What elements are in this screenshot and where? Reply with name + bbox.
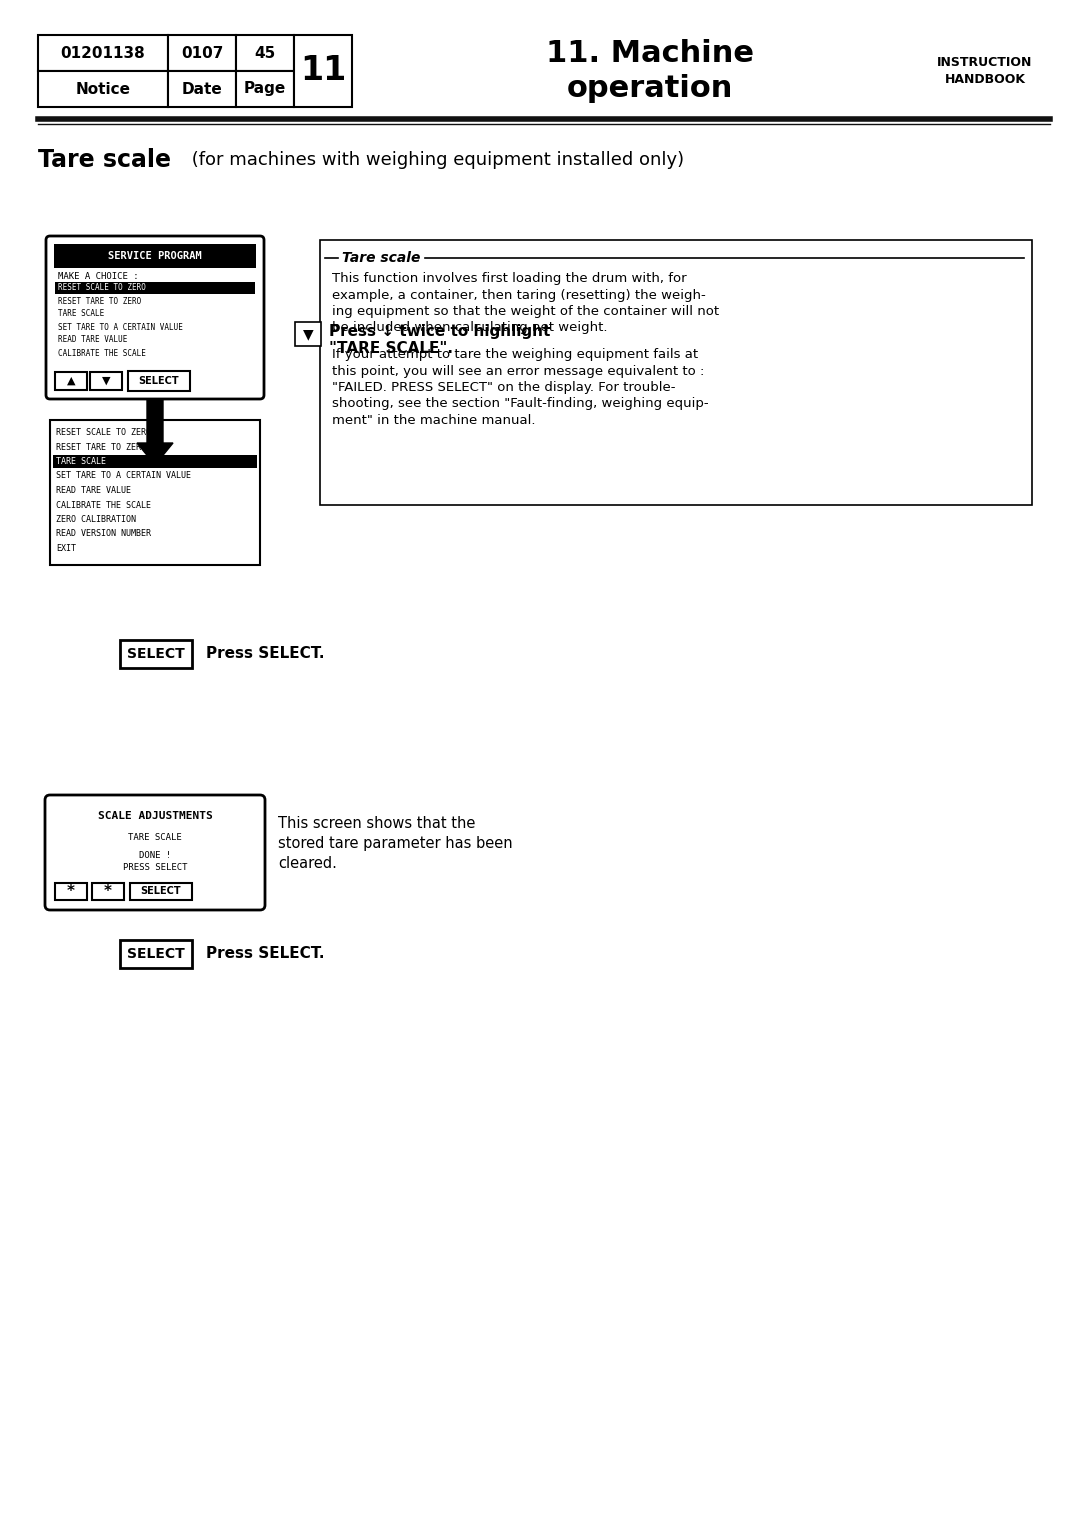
Text: ▲: ▲ <box>67 376 76 387</box>
Bar <box>92 883 124 900</box>
Bar <box>168 35 237 70</box>
Bar <box>168 70 237 107</box>
Text: Tare scale: Tare scale <box>38 148 171 173</box>
Text: SELECT: SELECT <box>127 947 185 961</box>
Bar <box>55 883 87 900</box>
Bar <box>129 371 190 391</box>
Text: PRESS SELECT: PRESS SELECT <box>123 863 187 872</box>
Text: EXIT: EXIT <box>56 544 76 553</box>
Text: If your attempt to tare the weighing equipment fails at: If your attempt to tare the weighing equ… <box>332 348 698 361</box>
Text: READ TARE VALUE: READ TARE VALUE <box>58 336 127 344</box>
Text: 0107: 0107 <box>180 46 224 61</box>
Text: SET TARE TO A CERTAIN VALUE: SET TARE TO A CERTAIN VALUE <box>58 322 183 332</box>
Text: DONE !: DONE ! <box>139 851 171 859</box>
Text: CALIBRATE THE SCALE: CALIBRATE THE SCALE <box>56 501 151 509</box>
Text: RESET SCALE TO ZERO: RESET SCALE TO ZERO <box>58 284 146 292</box>
Text: Notice: Notice <box>76 81 131 96</box>
Text: READ TARE VALUE: READ TARE VALUE <box>56 486 131 495</box>
Text: TARE SCALE: TARE SCALE <box>58 310 105 318</box>
Text: 11: 11 <box>300 55 346 87</box>
Text: "FAILED. PRESS SELECT" on the display. For trouble-: "FAILED. PRESS SELECT" on the display. F… <box>332 380 675 394</box>
Text: TARE SCALE: TARE SCALE <box>129 833 181 842</box>
Text: ing equipment so that the weight of the container will not: ing equipment so that the weight of the … <box>332 306 719 318</box>
Text: Press ↓ twice to highlight: Press ↓ twice to highlight <box>329 324 551 339</box>
Text: RESET TARE TO ZERO: RESET TARE TO ZERO <box>56 443 146 451</box>
Text: INSTRUCTION
HANDBOOK: INSTRUCTION HANDBOOK <box>937 57 1032 86</box>
Text: this point, you will see an error message equivalent to :: this point, you will see an error messag… <box>332 365 704 377</box>
Text: be included when calculating net weight.: be included when calculating net weight. <box>332 321 607 335</box>
Bar <box>237 70 294 107</box>
Text: Date: Date <box>181 81 222 96</box>
Text: READ VERSION NUMBER: READ VERSION NUMBER <box>56 530 151 538</box>
Text: stored tare parameter has been: stored tare parameter has been <box>278 836 513 851</box>
Text: ment" in the machine manual.: ment" in the machine manual. <box>332 414 536 426</box>
Text: SCALE ADJUSTMENTS: SCALE ADJUSTMENTS <box>97 811 213 821</box>
Bar <box>50 420 260 564</box>
Text: "TARE SCALE".: "TARE SCALE". <box>329 341 453 356</box>
Bar <box>55 371 87 390</box>
Text: ▼: ▼ <box>302 327 313 341</box>
Text: SERVICE PROGRAM: SERVICE PROGRAM <box>108 251 202 261</box>
Bar <box>55 283 255 293</box>
Text: RESET SCALE TO ZERO: RESET SCALE TO ZERO <box>56 428 151 437</box>
FancyArrow shape <box>137 400 173 465</box>
Text: example, a container, then taring (resetting) the weigh-: example, a container, then taring (reset… <box>332 289 705 301</box>
Text: This screen shows that the: This screen shows that the <box>278 816 475 831</box>
Text: ▼: ▼ <box>102 376 110 387</box>
Bar <box>295 322 321 345</box>
Text: TARE SCALE: TARE SCALE <box>56 457 106 466</box>
FancyBboxPatch shape <box>46 235 264 399</box>
Text: Tare scale: Tare scale <box>342 251 420 264</box>
Text: Press SELECT.: Press SELECT. <box>206 646 324 662</box>
Text: RESET TARE TO ZERO: RESET TARE TO ZERO <box>58 296 141 306</box>
Text: SELECT: SELECT <box>127 646 185 662</box>
Text: SET TARE TO A CERTAIN VALUE: SET TARE TO A CERTAIN VALUE <box>56 472 191 480</box>
Text: ZERO CALIBRATION: ZERO CALIBRATION <box>56 515 136 524</box>
Text: (for machines with weighing equipment installed only): (for machines with weighing equipment in… <box>186 151 684 170</box>
Text: 45: 45 <box>255 46 275 61</box>
Bar <box>90 371 122 390</box>
Text: MAKE A CHOICE :: MAKE A CHOICE : <box>58 272 138 281</box>
Text: CALIBRATE THE SCALE: CALIBRATE THE SCALE <box>58 348 146 358</box>
FancyBboxPatch shape <box>45 795 265 911</box>
Text: 01201138: 01201138 <box>60 46 146 61</box>
Bar <box>38 35 168 70</box>
Text: *: * <box>104 885 112 898</box>
Bar <box>130 883 192 900</box>
Text: cleared.: cleared. <box>278 856 337 871</box>
Bar <box>120 640 192 668</box>
Text: Page: Page <box>244 81 286 96</box>
Text: Press SELECT.: Press SELECT. <box>206 946 324 961</box>
Bar <box>320 240 1032 504</box>
Bar <box>237 35 294 70</box>
Text: shooting, see the section "Fault-finding, weighing equip-: shooting, see the section "Fault-finding… <box>332 397 708 411</box>
Text: SELECT: SELECT <box>140 886 181 897</box>
Text: *: * <box>67 885 75 898</box>
Bar <box>54 244 256 267</box>
Text: SELECT: SELECT <box>138 376 179 387</box>
Bar <box>120 940 192 969</box>
Text: This function involves first loading the drum with, for: This function involves first loading the… <box>332 272 687 286</box>
Bar <box>38 70 168 107</box>
Text: 11. Machine
operation: 11. Machine operation <box>546 40 754 102</box>
Bar <box>294 35 352 107</box>
Bar <box>53 455 257 468</box>
